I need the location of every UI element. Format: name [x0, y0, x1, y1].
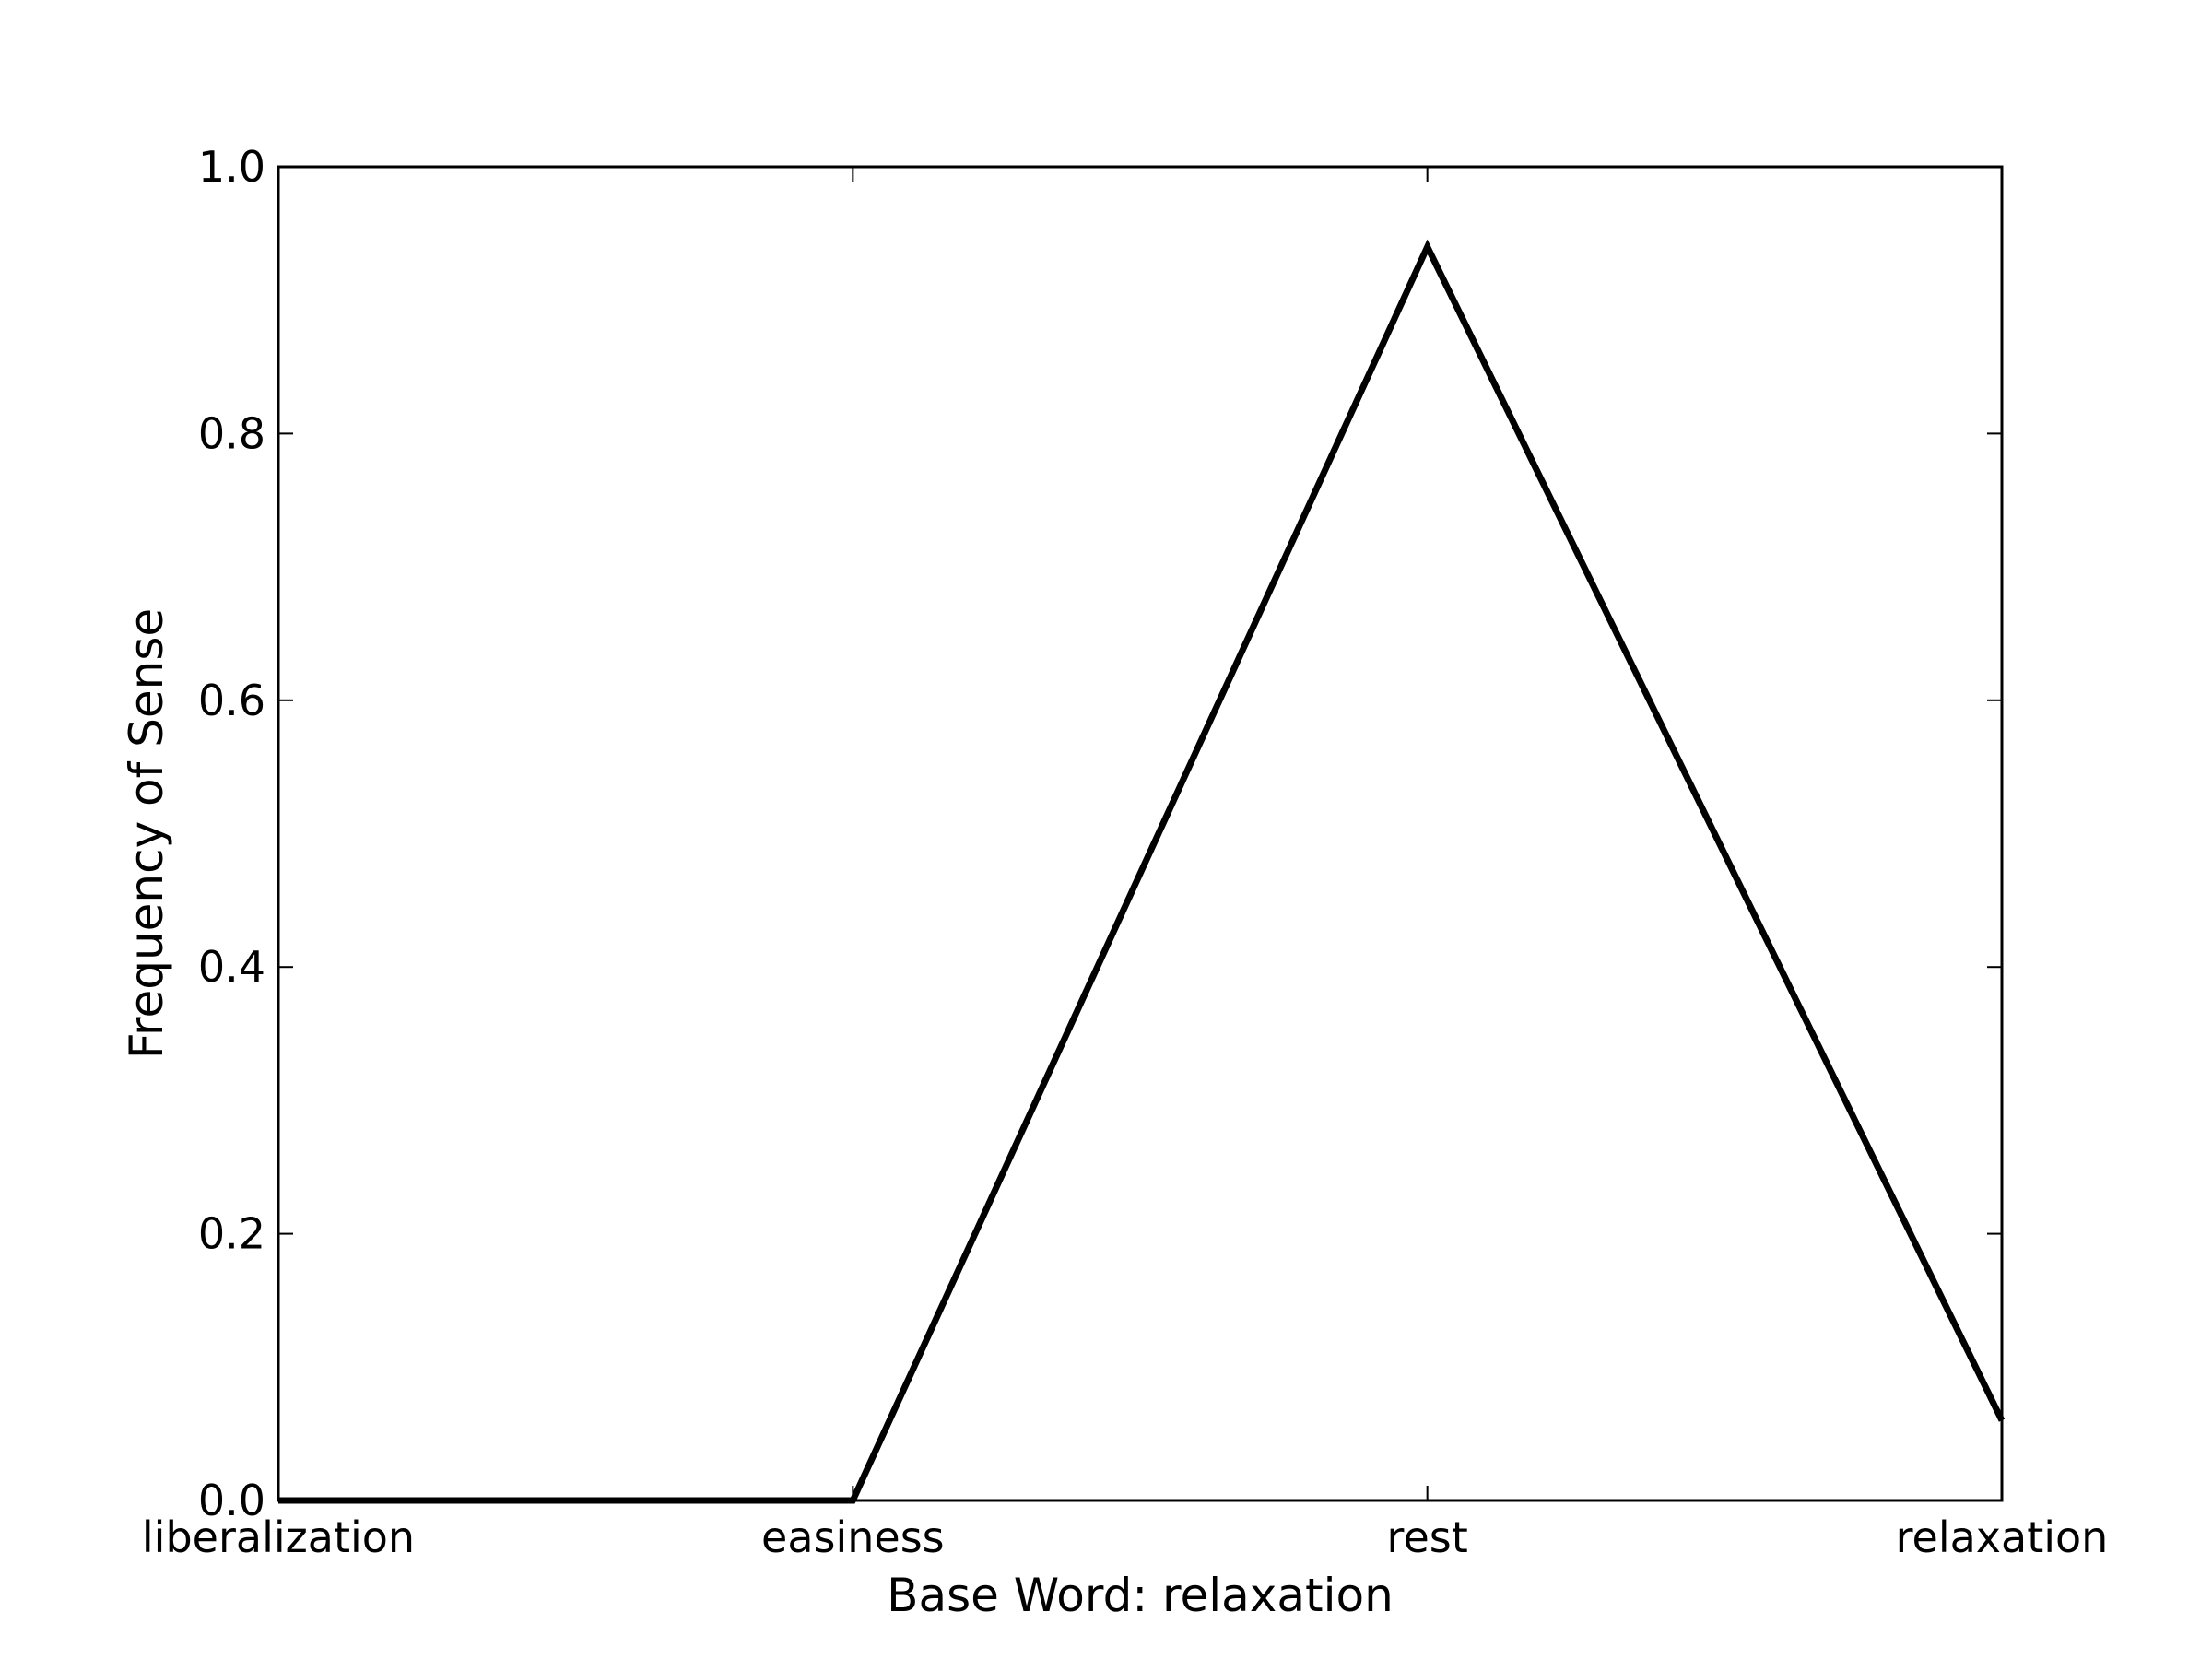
- x-tick-label: relaxation: [1896, 1512, 2109, 1562]
- y-tick-label: 0.4: [198, 942, 265, 992]
- plot-frame: [276, 165, 2004, 1502]
- y-tick-label: 0.8: [198, 408, 265, 458]
- x-tick-label: liberalization: [142, 1512, 415, 1562]
- x-axis-label: Base Word: relaxation: [887, 1569, 1394, 1622]
- x-tick-label: rest: [1387, 1512, 1468, 1562]
- y-tick-label: 0.0: [198, 1476, 265, 1525]
- y-tick-label: 0.6: [198, 676, 265, 725]
- y-tick-label: 0.2: [198, 1209, 265, 1259]
- x-tick-label: easiness: [761, 1512, 945, 1562]
- y-tick-label: 1.0: [198, 142, 265, 192]
- y-axis-label: Frequency of Sense: [120, 608, 173, 1059]
- tick-labels: 0.0 0.2 0.4 0.6 0.8 1.0 liberalization easiness…: [142, 142, 2108, 1562]
